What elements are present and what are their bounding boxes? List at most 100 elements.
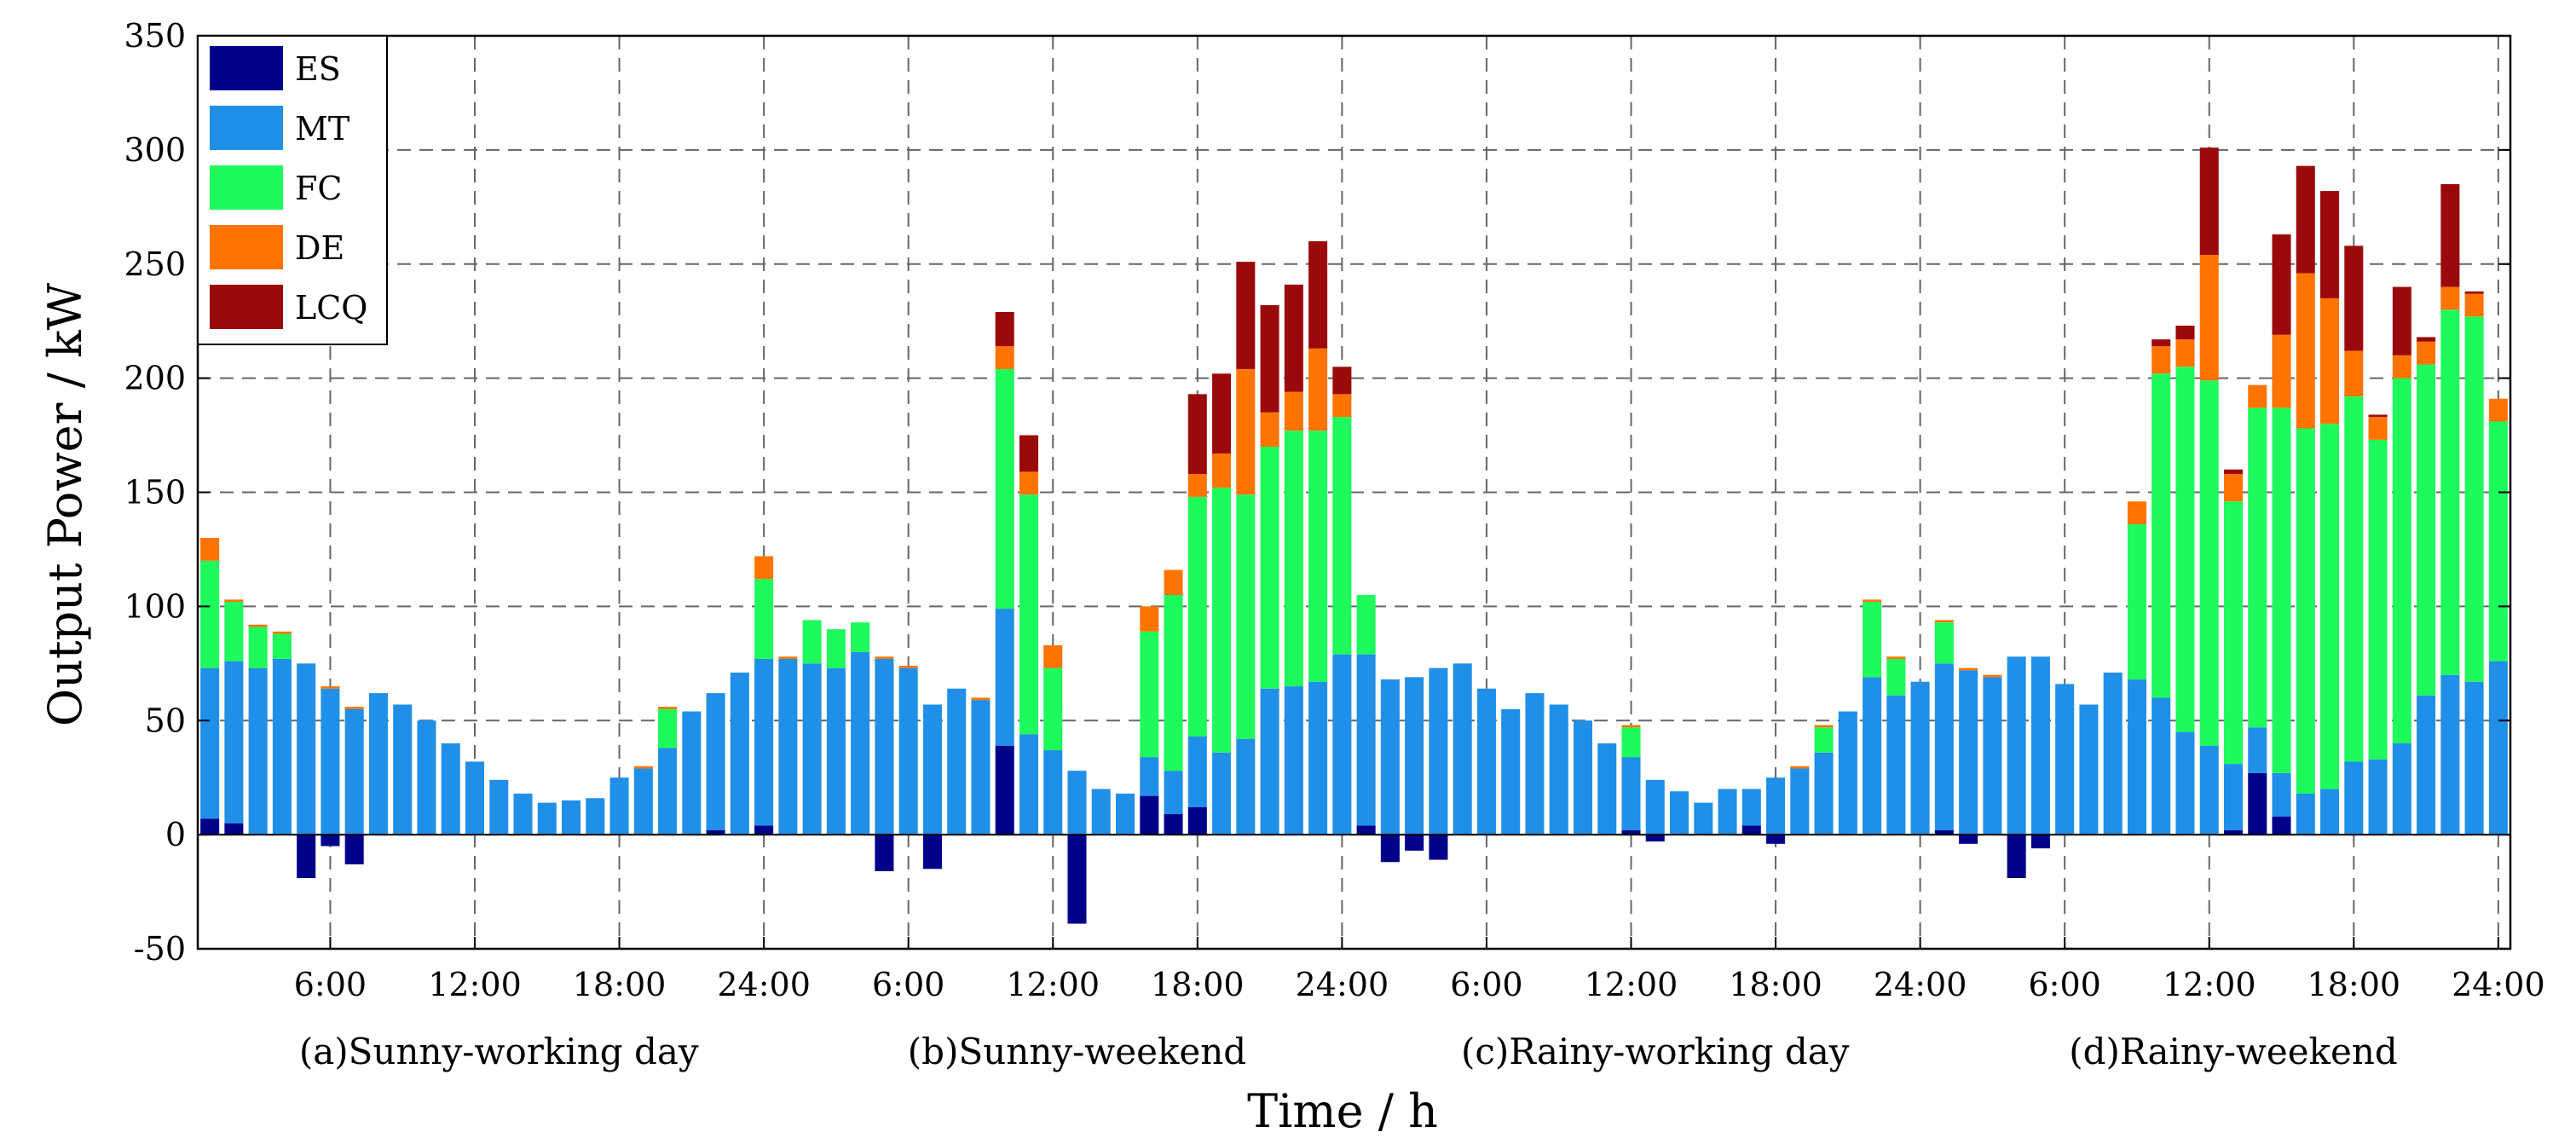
bar-de-h83 bbox=[2175, 339, 2195, 367]
bar-mt-h46 bbox=[1284, 686, 1303, 835]
bar-de-h75 bbox=[1983, 674, 2002, 678]
bar-mt-h73 bbox=[1934, 663, 1954, 830]
y-tick-label-5: 200 bbox=[124, 360, 186, 397]
bar-lcq-h82 bbox=[2151, 339, 2171, 347]
bar-de-h48 bbox=[1332, 394, 1352, 418]
bar-de-h19 bbox=[633, 766, 653, 769]
bar-mt-h74 bbox=[1959, 670, 1978, 835]
bar-lcq-h44 bbox=[1236, 262, 1256, 369]
x-tick-label-12: 6:00 bbox=[2029, 966, 2101, 1003]
bar-mt-h60 bbox=[1621, 757, 1641, 830]
bar-de-h42 bbox=[1187, 474, 1207, 497]
bar-mt-h58 bbox=[1573, 720, 1592, 835]
bar-de-h45 bbox=[1260, 412, 1279, 447]
bar-mt-h22 bbox=[706, 693, 725, 830]
bar-mt-h45 bbox=[1260, 688, 1279, 835]
bar-mt-h85 bbox=[2223, 764, 2244, 830]
bar-de-h4 bbox=[272, 631, 292, 634]
bar-mt-h36 bbox=[1043, 750, 1063, 835]
bar-de-h34 bbox=[995, 346, 1014, 369]
bar-de-h85 bbox=[2223, 474, 2244, 502]
x-axis-ticks: 6:00 12:00 18:00 24:00 6:00 12:00 18:00 24:00 6:… bbox=[294, 937, 2545, 1003]
legend-swatch-es bbox=[210, 46, 283, 90]
x-axis-title: Time / h bbox=[1247, 1084, 1438, 1138]
bar-de-h6 bbox=[321, 686, 340, 689]
bar-mt-h67 bbox=[1790, 768, 1810, 835]
bar-mt-h40 bbox=[1140, 757, 1159, 796]
bar-mt-h14 bbox=[513, 793, 533, 835]
bar-de-h3 bbox=[248, 624, 268, 627]
bar-fc-h92 bbox=[2392, 378, 2411, 744]
bar-mt-h38 bbox=[1091, 789, 1111, 835]
bar-mt-h84 bbox=[2199, 745, 2219, 835]
bar-lcq-h45 bbox=[1260, 304, 1279, 413]
bar-mt-h69 bbox=[1838, 711, 1857, 835]
bar-de-h95 bbox=[2464, 293, 2484, 317]
bar-mt-h15 bbox=[537, 802, 557, 835]
x-tick-label-5: 12:00 bbox=[1006, 966, 1100, 1003]
bar-mt-h55 bbox=[1501, 708, 1521, 835]
bar-mt-h77 bbox=[2030, 656, 2050, 835]
bar-lcq-h34 bbox=[995, 311, 1014, 347]
bar-mt-h6 bbox=[321, 688, 340, 835]
bar-mt-h94 bbox=[2440, 674, 2460, 835]
bar-mt-h89 bbox=[2320, 789, 2340, 835]
y-tick-label-8: 350 bbox=[124, 17, 186, 55]
bar-es-h22 bbox=[706, 829, 725, 835]
bar-es-h86 bbox=[2248, 772, 2267, 835]
bar-es-h65 bbox=[1741, 825, 1761, 835]
bar-fc-h71 bbox=[1886, 658, 1906, 696]
y-tick-label-6: 250 bbox=[124, 246, 186, 283]
bar-es-h1 bbox=[200, 818, 220, 835]
bar-mt-h75 bbox=[1983, 677, 2002, 835]
bar-mt-h76 bbox=[2007, 656, 2026, 835]
bar-es-h61 bbox=[1645, 835, 1665, 842]
x-tick-label-6: 18:00 bbox=[1151, 966, 1245, 1003]
bar-lcq-h87 bbox=[2272, 234, 2291, 335]
bar-de-h87 bbox=[2272, 334, 2291, 408]
bar-mt-h32 bbox=[947, 688, 967, 835]
bar-mt-h93 bbox=[2417, 695, 2436, 835]
bar-lcq-h94 bbox=[2440, 184, 2460, 287]
bar-mt-h64 bbox=[1718, 789, 1737, 835]
bar-mt-h42 bbox=[1187, 736, 1207, 807]
bar-mt-h35 bbox=[1019, 734, 1039, 835]
bar-de-h30 bbox=[898, 665, 918, 668]
bar-es-h29 bbox=[875, 835, 894, 871]
bar-mt-h61 bbox=[1645, 779, 1665, 835]
bar-de-h94 bbox=[2440, 286, 2460, 310]
bar-mt-h23 bbox=[730, 673, 749, 835]
bar-es-h66 bbox=[1766, 835, 1786, 844]
bar-lcq-h43 bbox=[1212, 373, 1232, 454]
bar-mt-h41 bbox=[1164, 771, 1183, 815]
bar-de-h84 bbox=[2199, 255, 2219, 381]
bar-fc-h20 bbox=[658, 708, 678, 748]
bar-mt-h90 bbox=[2344, 761, 2364, 835]
bar-mt-h57 bbox=[1549, 704, 1568, 835]
bar-mt-h62 bbox=[1669, 791, 1689, 835]
bar-mt-h50 bbox=[1380, 679, 1400, 835]
bar-fc-h27 bbox=[826, 629, 846, 668]
scenario-labels: (a)Sunny-working day (b)Sunny-weekend (c)R… bbox=[299, 1031, 2398, 1072]
bar-de-h35 bbox=[1019, 471, 1039, 495]
scenario-label-0: (a)Sunny-working day bbox=[299, 1031, 699, 1072]
bar-mt-h26 bbox=[802, 663, 822, 835]
bar-mt-h10 bbox=[417, 720, 436, 835]
legend-label-mt: MT bbox=[295, 110, 349, 147]
bar-de-h68 bbox=[1814, 725, 1834, 728]
bar-mt-h48 bbox=[1332, 654, 1352, 835]
bar-mt-h19 bbox=[633, 768, 653, 835]
bar-fc-h47 bbox=[1308, 430, 1328, 682]
bar-mt-h33 bbox=[971, 700, 991, 835]
bar-fc-h42 bbox=[1187, 496, 1207, 737]
bar-mt-h81 bbox=[2127, 679, 2146, 835]
x-tick-label-14: 18:00 bbox=[2307, 966, 2401, 1003]
bar-lcq-h85 bbox=[2223, 469, 2244, 475]
bar-mt-h87 bbox=[2272, 772, 2291, 817]
bar-mt-h34 bbox=[995, 609, 1014, 746]
bar-lcq-h48 bbox=[1332, 367, 1352, 395]
bar-lcq-h89 bbox=[2320, 191, 2340, 298]
bar-de-h25 bbox=[778, 656, 798, 659]
bar-de-h90 bbox=[2344, 350, 2364, 397]
bar-mt-h44 bbox=[1236, 738, 1256, 835]
